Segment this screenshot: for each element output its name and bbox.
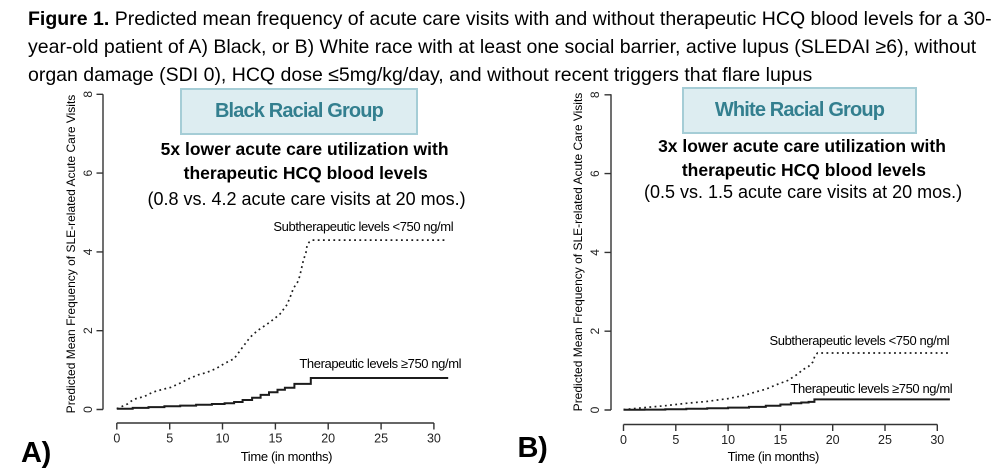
- svg-text:6: 6: [81, 169, 95, 176]
- svg-text:15: 15: [773, 433, 787, 447]
- svg-text:4: 4: [588, 249, 602, 256]
- svg-text:0: 0: [588, 406, 602, 413]
- svg-text:2: 2: [81, 327, 95, 334]
- svg-text:8: 8: [588, 91, 602, 98]
- svg-text:2: 2: [588, 328, 602, 335]
- svg-text:5: 5: [672, 433, 679, 447]
- svg-text:8: 8: [81, 91, 95, 98]
- svg-text:30: 30: [427, 432, 441, 446]
- svg-text:0: 0: [113, 432, 120, 446]
- svg-text:10: 10: [721, 433, 735, 447]
- svg-text:25: 25: [878, 433, 892, 447]
- svg-text:25: 25: [374, 432, 388, 446]
- svg-text:20: 20: [321, 432, 335, 446]
- svg-text:15: 15: [268, 432, 282, 446]
- svg-text:5: 5: [166, 432, 173, 446]
- svg-text:10: 10: [216, 432, 230, 446]
- svg-text:4: 4: [81, 248, 95, 255]
- svg-text:0: 0: [620, 433, 627, 447]
- svg-text:0: 0: [81, 406, 95, 413]
- svg-text:6: 6: [588, 170, 602, 177]
- svg-text:30: 30: [930, 433, 944, 447]
- svg-text:20: 20: [826, 433, 840, 447]
